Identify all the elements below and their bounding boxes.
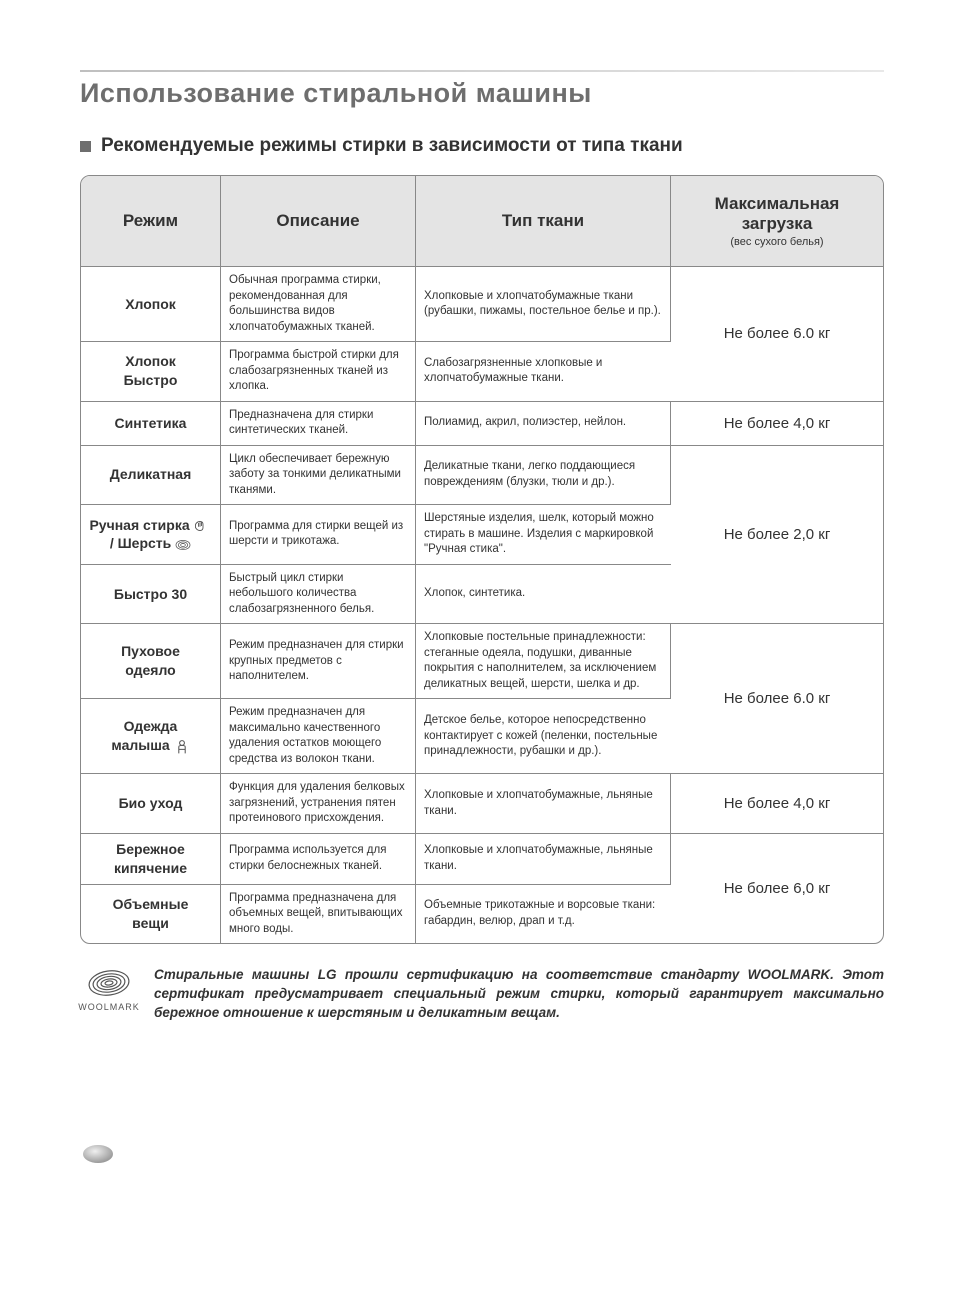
fabric-cell: Объемные трикотажные и ворсовые ткани: г… [416, 885, 671, 944]
th-load-sub: (вес сухого белья) [679, 236, 875, 248]
table-header-row: Режим Описание Тип ткани Максимальная за… [81, 176, 883, 267]
description-cell: Функция для удаления белковых загрязнени… [221, 774, 416, 834]
th-description: Описание [221, 176, 416, 267]
load-cell: Не более 6.0 кг [671, 624, 883, 774]
woolmark-text: Стиральные машины LG прошли сертификацию… [154, 966, 884, 1023]
mode-cell: ХлопокБыстро [81, 342, 221, 402]
mode-cell: Ручная стирка / Шерсть [81, 505, 221, 565]
fabric-cell: Детское белье, которое непосредственно к… [416, 699, 671, 774]
woolmark-label: WOOLMARK [78, 1002, 140, 1012]
description-cell: Предназначена для стирки синтетических т… [221, 402, 416, 446]
wash-modes-table: Режим Описание Тип ткани Максимальная за… [80, 175, 884, 944]
fabric-cell: Деликатные ткани, легко поддающиеся повр… [416, 446, 671, 506]
table-row: ПуховоеодеялоРежим предназначен для стир… [81, 624, 883, 699]
table-row: Био уходФункция для удаления белковых за… [81, 774, 883, 834]
mode-cell: Синтетика [81, 402, 221, 446]
load-cell: Не более 2,0 кг [671, 446, 883, 625]
woolmark-logo: WOOLMARK [80, 966, 138, 1012]
description-cell: Цикл обеспечивает бережную заботу за тон… [221, 446, 416, 506]
fabric-cell: Хлопковые и хлопчатобумажные ткани (руба… [416, 267, 671, 342]
th-load: Максимальная загрузка (вес сухого белья) [671, 176, 883, 267]
fabric-cell: Хлопок, синтетика. [416, 565, 671, 625]
subheading-marker-icon [80, 141, 91, 152]
mode-cell: Бережноекипячение [81, 834, 221, 885]
description-cell: Программа для стирки вещей из шерсти и т… [221, 505, 416, 565]
load-cell: Не более 4,0 кг [671, 402, 883, 446]
description-cell: Программа быстрой стирки для слабозагряз… [221, 342, 416, 402]
mode-cell: Объемныевещи [81, 885, 221, 944]
load-cell: Не более 4,0 кг [671, 774, 883, 834]
th-load-main: Максимальная загрузка [715, 194, 840, 233]
subheading-text: Рекомендуемые режимы стирки в зависимост… [101, 135, 683, 157]
table-row: ХлопокОбычная программа стирки, рекоменд… [81, 267, 883, 342]
mode-cell: Био уход [81, 774, 221, 834]
woolmark-note: WOOLMARK Стиральные машины LG прошли сер… [80, 966, 884, 1023]
page-title: Использование стиральной машины [80, 78, 884, 109]
description-cell: Режим предназначен для стирки крупных пр… [221, 624, 416, 699]
table-row: ДеликатнаяЦикл обеспечивает бережную заб… [81, 446, 883, 506]
mode-cell: Хлопок [81, 267, 221, 342]
page-footer-dot-icon [80, 1143, 884, 1170]
fabric-cell: Хлопковые и хлопчатобумажные, льняные тк… [416, 774, 671, 834]
fabric-cell: Хлопковые и хлопчатобумажные, льняные тк… [416, 834, 671, 885]
fabric-cell: Шерстяные изделия, шелк, который можно с… [416, 505, 671, 565]
mode-cell: Пуховоеодеяло [81, 624, 221, 699]
mode-cell: Деликатная [81, 446, 221, 506]
description-cell: Быстрый цикл стирки небольшого количеств… [221, 565, 416, 625]
load-cell: Не более 6.0 кг [671, 267, 883, 402]
table-row: БережноекипячениеПрограмма используется … [81, 834, 883, 885]
woolmark-icon [88, 966, 130, 1000]
table-row: СинтетикаПредназначена для стирки синтет… [81, 402, 883, 446]
mode-cell: Быстро 30 [81, 565, 221, 625]
description-cell: Обычная программа стирки, рекомендованна… [221, 267, 416, 342]
subheading: Рекомендуемые режимы стирки в зависимост… [80, 135, 884, 157]
description-cell: Программа используется для стирки белосн… [221, 834, 416, 885]
fabric-cell: Полиамид, акрил, полиэстер, нейлон. [416, 402, 671, 446]
th-fabric: Тип ткани [416, 176, 671, 267]
description-cell: Программа предназначена для объемных вещ… [221, 885, 416, 944]
fabric-cell: Хлопковые постельные принадлежности: сте… [416, 624, 671, 699]
load-cell: Не более 6,0 кг [671, 834, 883, 943]
fabric-cell: Слабозагрязненные хлопковые и хлопчатобу… [416, 342, 671, 402]
mode-cell: Одеждамалыша [81, 699, 221, 774]
th-mode: Режим [81, 176, 221, 267]
description-cell: Режим предназначен для максимально качес… [221, 699, 416, 774]
heading-divider [80, 70, 884, 72]
